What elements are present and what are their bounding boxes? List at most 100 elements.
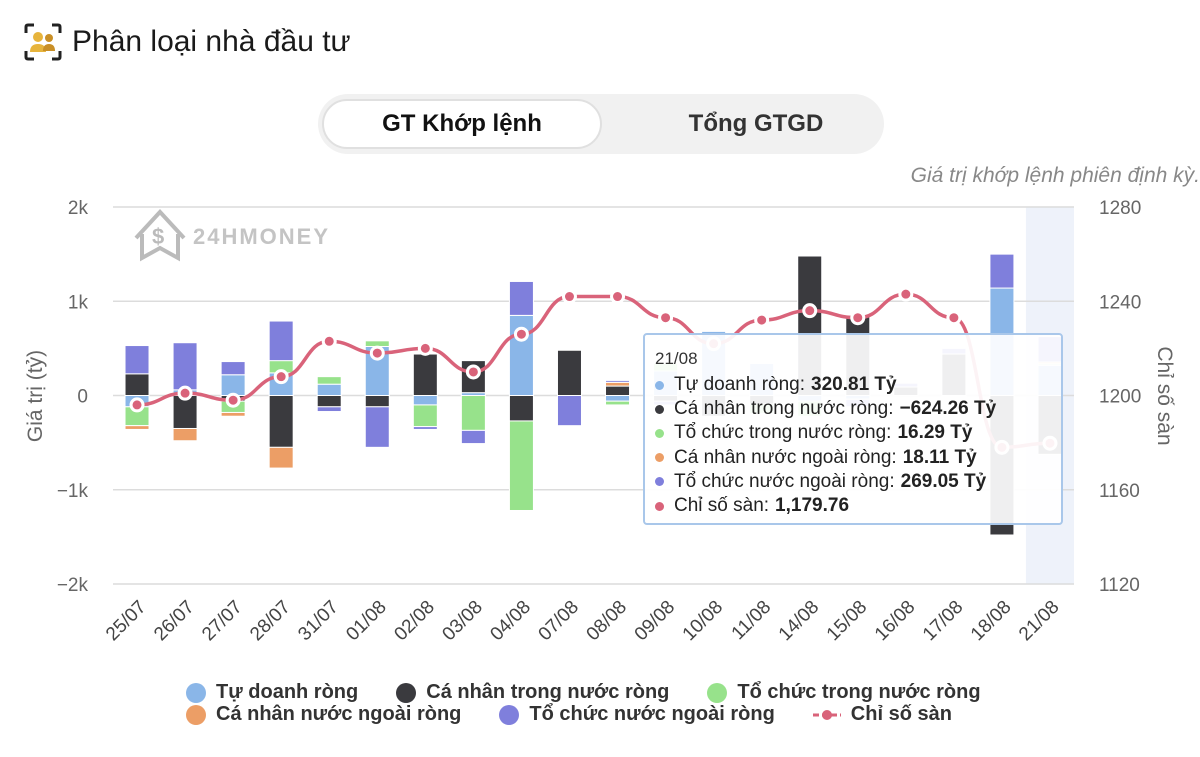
bar-segment: [172, 395, 198, 429]
y2-tick-label: 1120: [1099, 575, 1140, 596]
bar-segment: [124, 345, 150, 375]
bar-segment: [316, 406, 342, 413]
index-point: [610, 289, 626, 305]
legend-label: Cá nhân nước ngoài ròng: [216, 703, 462, 725]
y-tick-label: 1k: [68, 292, 89, 313]
x-tick-label: 26/07: [150, 597, 198, 645]
legend-label: Cá nhân trong nước ròng: [426, 681, 670, 703]
index-point: [177, 385, 193, 401]
y2-tick-label: 1240: [1099, 292, 1141, 313]
legend-line-icon: [812, 705, 841, 725]
bar-segment: [268, 395, 294, 448]
legend-dot-icon: [186, 704, 206, 725]
legend-dot-icon: [396, 682, 417, 703]
index-point: [321, 333, 337, 349]
index-line: [136, 292, 1050, 450]
x-tick-label: 18/08: [967, 597, 1015, 645]
tab-total-value[interactable]: Tổng GTGD: [688, 110, 824, 137]
legend-label: Tổ chức nước ngoài ròng: [529, 703, 775, 725]
bar-segment: [316, 376, 342, 385]
x-tick-label: 27/07: [198, 597, 246, 645]
series-dot-icon: [655, 404, 664, 414]
x-tick-label: 17/08: [919, 597, 967, 645]
index-point: [129, 397, 145, 413]
y-axis-title: Giá trị (tỷ): [24, 350, 47, 442]
legend-label: Tự doanh ròng: [216, 681, 359, 703]
bar-segment: [508, 420, 534, 511]
bar-segment: [605, 385, 631, 397]
x-tick-label: 16/08: [871, 597, 919, 645]
bar-segment: [268, 320, 294, 362]
chart-tooltip: 21/08 Tự doanh ròng: 320.81 Tỷ Cá nhân tro…: [643, 333, 1063, 525]
index-point: [658, 310, 674, 326]
bar-segment: [605, 381, 631, 387]
legend-label: Chỉ số sàn: [850, 703, 952, 725]
x-tick-label: 15/08: [823, 597, 871, 645]
bar-segment: [989, 253, 1015, 289]
tooltip-value: −624.26 Tỷ: [899, 398, 997, 420]
tooltip-label: Tổ chức nước ngoài ròng:: [674, 470, 895, 492]
x-tick-label: 04/08: [486, 597, 534, 645]
tooltip-label: Tổ chức trong nước ròng:: [674, 422, 892, 444]
y-tick-label: 0: [77, 387, 88, 408]
x-tick-label: 11/08: [728, 597, 775, 644]
index-point: [273, 369, 289, 385]
bar-segment: [460, 395, 486, 431]
tab-matched-value[interactable]: GT Khớp lệnh: [322, 99, 602, 149]
legend-item[interactable]: Cá nhân nước ngoài ròng: [186, 703, 461, 726]
tooltip-value: 1,179.76: [775, 495, 850, 517]
watermark-text: 24HMONEY: [193, 224, 330, 249]
bar-segment: [316, 395, 342, 408]
x-tick-label: 03/08: [438, 597, 486, 645]
x-tick-label: 08/08: [583, 597, 631, 645]
tooltip-label: Cá nhân trong nước ròng:: [674, 398, 894, 420]
x-tick-label: 28/07: [246, 597, 294, 645]
bar-segment: [124, 373, 150, 397]
legend-item[interactable]: Chỉ số sàn: [812, 703, 952, 726]
bar-segment: [364, 406, 390, 448]
legend-item[interactable]: Tổ chức trong nước ròng: [707, 681, 981, 704]
bar-segment: [412, 404, 438, 428]
index-point: [369, 345, 385, 361]
bar-segment: [605, 379, 631, 383]
header: Phân loại nhà đầu tư: [24, 22, 351, 62]
svg-text:$: $: [152, 224, 164, 249]
index-point: [850, 310, 866, 326]
bar-segment: [605, 395, 631, 402]
tooltip-value: 16.29 Tỷ: [897, 422, 973, 444]
x-tick-label: 14/08: [775, 597, 823, 645]
x-tick-label: 07/08: [535, 597, 583, 645]
legend-label: Tổ chức trong nước ròng: [737, 681, 981, 703]
x-tick-label: 01/08: [342, 597, 390, 645]
index-point: [561, 289, 577, 305]
bar-segment: [124, 425, 150, 430]
index-point: [225, 392, 241, 408]
index-point: [802, 303, 818, 319]
tooltip-row: Tổ chức nước ngoài ròng: 269.05 Tỷ: [655, 470, 1051, 494]
legend-item[interactable]: Tổ chức nước ngoài ròng: [499, 703, 775, 726]
bar-segment: [460, 429, 486, 445]
index-point: [898, 286, 914, 302]
value-type-toggle: GT Khớp lệnh Tổng GTGD: [318, 94, 884, 154]
y2-tick-label: 1160: [1099, 481, 1140, 502]
bar-segment: [412, 395, 438, 406]
series-dot-icon: [655, 477, 664, 487]
series-dot-icon: [655, 428, 664, 438]
index-point: [946, 310, 962, 326]
bar-segment: [172, 427, 198, 442]
legend-item[interactable]: Tự doanh ròng: [186, 681, 358, 704]
tooltip-value: 18.11 Tỷ: [902, 446, 977, 468]
y2-axis-title: Chỉ số sàn: [1153, 346, 1176, 445]
bar-segment: [412, 426, 438, 430]
bar-segment: [556, 395, 582, 427]
tooltip-date: 21/08: [655, 349, 698, 368]
y-tick-label: 2k: [68, 198, 89, 219]
bar-segment: [220, 411, 246, 417]
x-tick-label: 21/08: [1015, 597, 1063, 645]
tooltip-row: Tổ chức trong nước ròng: 16.29 Tỷ: [655, 421, 1051, 445]
watermark-logo-icon: $: [134, 209, 186, 262]
legend-dot-icon: [186, 682, 206, 703]
bar-segment: [364, 395, 390, 408]
tooltip-label: Chỉ số sàn:: [674, 495, 770, 517]
legend-item[interactable]: Cá nhân trong nước ròng: [396, 681, 669, 704]
